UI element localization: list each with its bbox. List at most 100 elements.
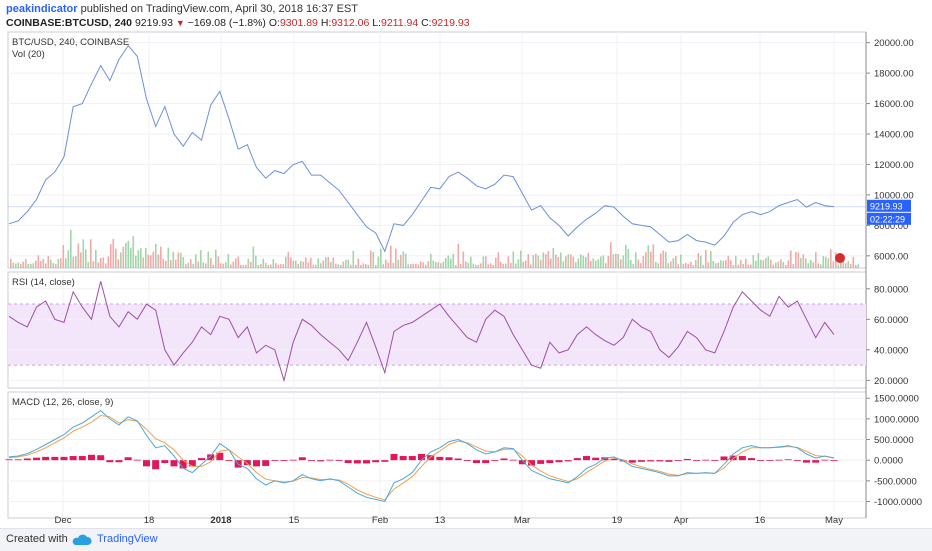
macd-histogram-bar <box>500 458 508 461</box>
chart-area[interactable]: Dec 18 2018 15 Feb 13 Mar 19 Apr 16 May 6000.00 8000… <box>0 0 932 528</box>
volume-bar <box>727 255 730 268</box>
low-label: L: <box>372 17 381 29</box>
high-label: H: <box>320 17 332 29</box>
volume-bar <box>682 263 685 268</box>
macd-histogram-bar <box>207 454 215 461</box>
volume-bar <box>655 261 657 268</box>
volume-bar <box>772 264 775 268</box>
volume-bar <box>782 261 785 268</box>
volume-bar <box>395 248 397 268</box>
macd-histogram-bar <box>60 456 68 461</box>
tradingview-brand-link[interactable]: TradingView <box>97 533 158 545</box>
macd-histogram-bar <box>198 458 205 461</box>
volume-bar <box>455 264 457 268</box>
volume-bar <box>505 263 507 268</box>
volume-bar <box>95 249 97 268</box>
volume-bar <box>527 254 530 268</box>
volume-bar <box>325 257 327 268</box>
volume-bar <box>817 263 820 268</box>
volume-bar <box>490 263 492 268</box>
volume-bar <box>132 236 135 268</box>
macd-histogram-bar <box>445 457 453 461</box>
volume-bar <box>185 264 187 268</box>
macd-histogram-bar <box>344 460 352 464</box>
volume-bar <box>582 255 585 268</box>
volume-bar <box>737 264 740 268</box>
volume-bar <box>695 260 697 268</box>
volume-bar <box>377 256 380 268</box>
volume-bar <box>557 257 560 268</box>
volume-bar <box>260 264 262 268</box>
volume-bar <box>232 261 235 268</box>
volume-bar <box>275 263 277 268</box>
volume-bar <box>625 244 627 268</box>
volume-bar <box>220 263 222 268</box>
volume-bar <box>710 251 712 268</box>
macd-histogram-bar <box>518 460 526 465</box>
volume-bar <box>240 264 242 268</box>
macd-histogram-bar <box>78 456 86 461</box>
volume-bar <box>530 264 532 268</box>
volume-bar <box>465 261 467 268</box>
x-tick-label: Feb <box>372 515 388 526</box>
volume-bar <box>537 255 540 268</box>
volume-bar <box>812 262 815 268</box>
volume-bar <box>652 244 655 268</box>
volume-bar <box>555 254 557 268</box>
publisher-username[interactable]: peakindicator <box>6 3 78 15</box>
macd-histogram-bar <box>592 457 600 461</box>
volume-bar <box>137 249 140 268</box>
volume-bar <box>122 246 125 268</box>
macd-histogram-bar <box>335 460 343 461</box>
volume-bar <box>660 253 662 268</box>
volume-bar <box>217 256 220 268</box>
volume-bar <box>172 251 175 268</box>
volume-bar <box>635 252 637 268</box>
volume-bar <box>35 260 37 268</box>
macd-histogram-bar <box>88 454 95 461</box>
volume-bar <box>415 263 417 268</box>
last-price: 9219.93 <box>134 17 173 29</box>
volume-bar <box>630 260 632 268</box>
price-y-tick-label: 6000.00 <box>874 251 908 262</box>
price-y-tick-label: 12000.00 <box>874 160 914 171</box>
volume-bar <box>230 264 232 268</box>
volume-bar <box>807 263 810 268</box>
volume-bar <box>430 253 432 268</box>
volume-bar <box>117 259 120 268</box>
volume-bar <box>670 261 672 268</box>
macd-histogram-bar <box>573 458 581 461</box>
price-change: −169.08 (−1.8%) <box>187 17 266 29</box>
volume-bar <box>762 260 765 268</box>
macd-histogram-bar <box>803 460 810 463</box>
volume-bar <box>412 263 415 268</box>
volume-bar <box>235 258 237 268</box>
macd-histogram-bar <box>555 460 563 463</box>
volume-bar <box>352 250 355 268</box>
volume-bar <box>822 256 825 268</box>
volume-bar <box>340 264 342 268</box>
open-value: 9301.89 <box>279 17 318 29</box>
open-label: O: <box>268 17 280 29</box>
volume-bar <box>805 258 807 268</box>
macd-histogram-bar <box>702 459 710 461</box>
volume-bar <box>665 251 667 268</box>
x-tick-label: 19 <box>612 515 623 526</box>
volume-bar <box>355 264 357 268</box>
volume-bar <box>620 259 622 268</box>
price-y-tick-label: 20000.00 <box>874 38 914 49</box>
macd-histogram-bar <box>280 460 288 461</box>
macd-pane-title: MACD (12, 26, close, 9) <box>12 397 113 408</box>
macd-histogram-bar <box>106 460 114 463</box>
volume-bar <box>247 258 250 268</box>
countdown-badge <box>867 212 911 225</box>
x-tick-label: 13 <box>435 515 446 526</box>
volume-bar <box>287 251 290 268</box>
volume-bar <box>87 262 90 268</box>
volume-bar <box>20 263 22 268</box>
volume-bar <box>67 250 70 268</box>
volume-bar <box>715 263 717 268</box>
volume-bar <box>730 260 732 268</box>
volume-bar <box>315 264 317 268</box>
volume-bar <box>542 252 545 268</box>
